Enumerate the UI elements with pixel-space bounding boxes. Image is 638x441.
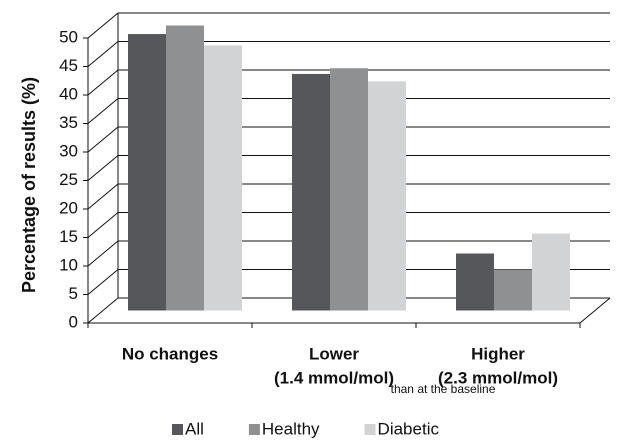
bar [330, 68, 368, 311]
y-tick-label: 20 [59, 198, 78, 217]
x-tick-label: Lower [309, 344, 359, 363]
y-tick-label: 25 [59, 170, 78, 189]
grid-line [87, 12, 119, 39]
y-tick-label: 30 [59, 141, 78, 160]
x-tick-label: No changes [122, 344, 218, 363]
bar [494, 269, 532, 311]
bar [292, 73, 330, 311]
y-tick-label: 45 [59, 56, 78, 75]
x-tick-label: Higher [471, 344, 525, 363]
grid-line [87, 297, 119, 324]
grid-line [87, 212, 119, 238]
grid-line [87, 155, 119, 181]
y-tick-label: 50 [59, 27, 78, 46]
legend-swatch [248, 424, 260, 435]
legend-swatch [172, 424, 183, 435]
grid-line [87, 269, 119, 295]
bar [368, 81, 406, 311]
grid-line [87, 126, 119, 153]
legend-label: Diabetic [378, 419, 440, 438]
legend-label: Healthy [262, 419, 320, 438]
floor-right [579, 297, 611, 324]
grid-line [87, 183, 119, 210]
y-tick-label: 35 [59, 113, 78, 132]
bar [166, 25, 204, 311]
grid-line [87, 240, 119, 267]
legend-label: All [185, 419, 204, 438]
grid-line [87, 98, 119, 124]
y-tick-label: 10 [59, 255, 78, 274]
x-tick-label: (1.4 mmol/mol) [274, 368, 394, 387]
y-tick-label: 15 [59, 227, 78, 246]
legend-swatch [364, 424, 376, 435]
grid-line [87, 69, 119, 96]
y-axis-label: Percentage of results (%) [19, 77, 39, 293]
bar [204, 45, 242, 311]
annotation: than at the baseline [391, 382, 496, 396]
x-tick-label: (2.3 mmol/mol) [438, 368, 558, 387]
y-tick-label: 5 [69, 284, 78, 303]
y-tick-label: 40 [59, 84, 78, 103]
grid-line [87, 41, 119, 67]
bar [456, 253, 494, 311]
y-tick-label: 0 [69, 312, 78, 331]
bar [128, 34, 166, 311]
bar [532, 233, 570, 311]
